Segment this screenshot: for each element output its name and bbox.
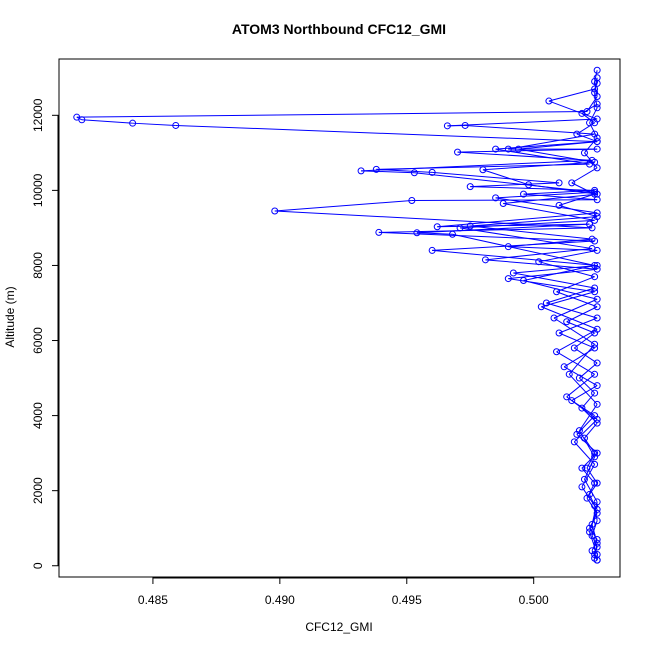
x-tick-label: 0.495	[392, 593, 422, 607]
series-segment	[554, 299, 597, 318]
series-segment	[582, 113, 595, 122]
x-axis-label: CFC12_GMI	[305, 620, 372, 634]
series-segment	[379, 232, 595, 241]
y-tick-label: 2000	[31, 477, 45, 504]
x-tick-label: 0.485	[138, 593, 168, 607]
x-tick-label: 0.490	[265, 593, 295, 607]
plot-frame	[59, 59, 620, 577]
y-tick-label: 6000	[31, 327, 45, 354]
series-segment	[361, 160, 592, 171]
y-tick-label: 10000	[31, 173, 45, 207]
series-group	[457, 101, 600, 557]
series-segment	[590, 532, 598, 555]
series-segment	[414, 173, 594, 193]
series-segment	[176, 125, 597, 141]
series-segment	[567, 374, 595, 397]
series-segment	[82, 120, 133, 123]
y-axis-label: Altitude (m)	[3, 286, 17, 347]
series-segment	[572, 168, 597, 183]
y-tick-label: 0	[31, 562, 45, 569]
series-segment	[447, 119, 597, 126]
y-axis: 0 2000 4000 6000 8000 10000 12000	[31, 98, 59, 569]
series-segment	[133, 123, 176, 125]
series-segment	[275, 201, 412, 212]
series-segment	[77, 112, 587, 118]
y-tick-label: 4000	[31, 402, 45, 429]
x-tick-label: 0.500	[519, 593, 549, 607]
series-segment	[432, 250, 597, 265]
series-segment	[557, 352, 595, 375]
y-tick-label: 12000	[31, 98, 45, 132]
series-segment	[524, 280, 598, 299]
series-segment	[541, 292, 594, 307]
x-axis: 0.485 0.490 0.495 0.500	[138, 577, 549, 607]
series-segment	[574, 419, 597, 442]
series-segment	[465, 125, 594, 134]
series-segment	[584, 479, 597, 502]
series-group	[74, 67, 600, 563]
data-layer	[74, 67, 600, 563]
series-segment	[554, 318, 595, 344]
series-segment	[567, 397, 597, 420]
series-segment	[572, 386, 597, 401]
series-segment	[567, 322, 595, 333]
chart-title: ATOM3 Northbound CFC12_GMI	[232, 21, 446, 37]
series-segment	[529, 185, 598, 194]
y-tick-label: 8000	[31, 252, 45, 279]
series-segment	[549, 89, 595, 101]
